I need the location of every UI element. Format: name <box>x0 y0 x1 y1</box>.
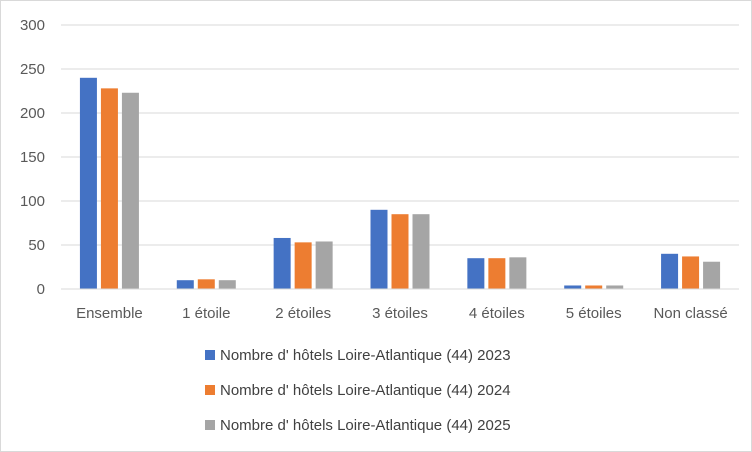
gridlines <box>61 24 739 246</box>
x-tick-label: 3 étoiles <box>372 305 428 322</box>
bar-1-3 <box>273 237 291 289</box>
y-tick-label: 100 <box>20 193 45 210</box>
bar-3-7 <box>703 261 721 289</box>
bar-2-4 <box>391 214 409 289</box>
bar-2-3 <box>294 242 312 289</box>
y-tick-label: 0 <box>37 281 45 298</box>
legend-label-1: Nombre d' hôtels Loire-Atlantique (44) 2… <box>220 347 511 364</box>
bar-1-6 <box>564 285 582 289</box>
y-tick-label: 250 <box>20 61 45 78</box>
bar-2-2 <box>197 279 215 289</box>
legend: Nombre d' hôtels Loire-Atlantique (44) 2… <box>205 347 511 434</box>
y-axis-ticks: 0 50 100 150 200 250 300 <box>20 17 45 298</box>
x-axis-ticks: Ensemble 1 étoile 2 étoiles 3 étoiles 4 étoi… <box>76 305 728 322</box>
x-tick-label: 4 étoiles <box>469 305 525 322</box>
bar-1-1 <box>79 77 97 289</box>
bars <box>79 77 721 289</box>
y-tick-label: 200 <box>20 105 45 122</box>
bar-1-4 <box>370 209 388 289</box>
y-tick-label: 150 <box>20 149 45 166</box>
x-tick-label: 2 étoiles <box>275 305 331 322</box>
bar-2-7 <box>682 256 700 289</box>
bar-2-5 <box>488 258 506 289</box>
bar-2-6 <box>585 285 603 289</box>
bar-1-2 <box>176 280 194 289</box>
x-tick-label: Non classé <box>653 305 727 322</box>
bar-3-2 <box>218 280 236 289</box>
bar-1-5 <box>467 258 485 289</box>
y-tick-label: 50 <box>28 237 45 254</box>
bar-3-1 <box>121 92 139 289</box>
bar-3-5 <box>509 257 527 289</box>
x-tick-label: 1 étoile <box>182 305 230 322</box>
x-tick-label: Ensemble <box>76 305 143 322</box>
x-tick-label: 5 étoiles <box>566 305 622 322</box>
legend-label-3: Nombre d' hôtels Loire-Atlantique (44) 2… <box>220 417 511 434</box>
bar-1-7 <box>661 253 679 289</box>
bar-3-6 <box>606 285 624 289</box>
bar-2-1 <box>100 88 118 289</box>
bar-3-3 <box>315 241 333 289</box>
legend-swatch-2 <box>205 385 215 395</box>
y-tick-label: 300 <box>20 17 45 34</box>
legend-swatch-1 <box>205 350 215 360</box>
legend-swatch-3 <box>205 420 215 430</box>
legend-label-2: Nombre d' hôtels Loire-Atlantique (44) 2… <box>220 382 511 399</box>
bar-3-4 <box>412 214 430 289</box>
